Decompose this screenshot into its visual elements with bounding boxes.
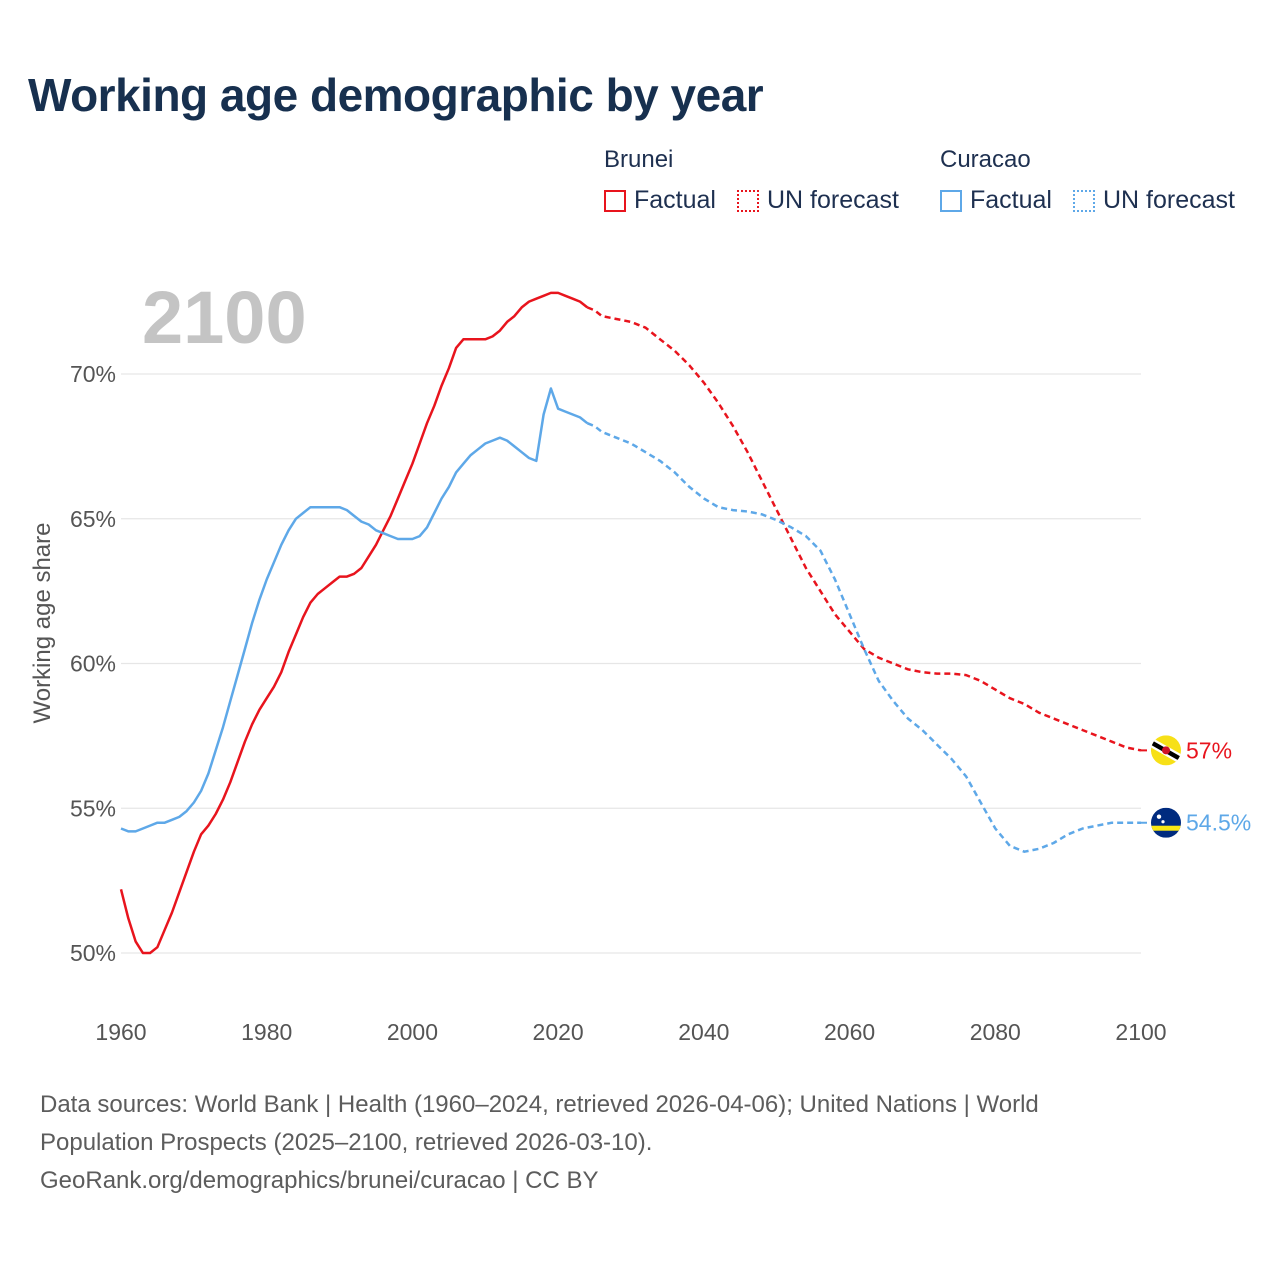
series-line-brunei-factual: [119, 291, 589, 955]
series-line-curacao-forecast: [586, 422, 1141, 853]
y-axis-label: Working age share: [29, 523, 56, 724]
legend-swatch-solid: [940, 189, 962, 212]
y-tick-label: 65%: [70, 506, 116, 532]
legend-label: Factual: [634, 186, 716, 214]
end-value-label-curacao: 54.5%: [1186, 810, 1251, 836]
series-line-brunei-forecast: [586, 306, 1142, 752]
x-tick-label: 2020: [533, 1019, 584, 1045]
footer-source-line-2: Population Prospects (2025–2100, retriev…: [40, 1129, 653, 1156]
legend-swatch-dotted: [1073, 189, 1095, 212]
legend-curacao-factual[interactable]: Factual: [940, 186, 1052, 215]
legend-label: UN forecast: [767, 186, 899, 214]
y-tick-label: 50%: [70, 940, 116, 966]
year-watermark: 2100: [142, 276, 307, 359]
x-axis: 1960 1980 2000 2020 2040 2060 2080 2100: [95, 1019, 1166, 1045]
legend-curacao-forecast[interactable]: UN forecast: [1073, 186, 1235, 215]
x-tick-label: 2060: [824, 1019, 875, 1045]
x-tick-label: 2080: [970, 1019, 1021, 1045]
y-tick-label: 60%: [70, 651, 116, 677]
end-value-label-brunei: 57%: [1186, 737, 1232, 763]
series-layer: [119, 291, 1142, 955]
x-tick-label: 2000: [387, 1019, 438, 1045]
y-axis: 50% 55% 60% 65% 70%: [70, 361, 116, 966]
footer: Data sources: World Bank | Health (1960–…: [40, 1086, 1220, 1200]
curacao-flag: [1151, 807, 1181, 838]
gridlines: [121, 373, 1141, 954]
y-tick-label: 70%: [70, 361, 116, 387]
legend-brunei-forecast[interactable]: UN forecast: [737, 186, 899, 215]
footer-source-line-1: Data sources: World Bank | Health (1960–…: [40, 1091, 1039, 1118]
x-tick-label: 1960: [95, 1019, 146, 1045]
line-chart: 2100 50% 55% 60% 65% 70% 1960 1980 2000 2020 204…: [29, 276, 1251, 1045]
x-tick-label: 2040: [678, 1019, 729, 1045]
brunei-flag: [1151, 735, 1181, 766]
end-markers: 57% 54.5%: [1141, 735, 1251, 838]
legend-swatch-dotted: [737, 189, 759, 212]
x-tick-label: 2100: [1115, 1019, 1166, 1045]
legend-group-curacao: Curacao: [940, 146, 1031, 173]
legend-label: UN forecast: [1103, 186, 1235, 214]
legend-brunei-factual[interactable]: Factual: [604, 186, 716, 215]
y-tick-label: 55%: [70, 795, 116, 821]
legend-label: Factual: [970, 186, 1052, 214]
x-tick-label: 1980: [241, 1019, 292, 1045]
legend-swatch-solid: [604, 189, 626, 212]
chart-title: Working age demographic by year: [28, 69, 764, 121]
series-line-curacao-factual: [120, 387, 589, 833]
legend-group-brunei: Brunei: [604, 146, 674, 173]
footer-attribution: GeoRank.org/demographics/brunei/curacao …: [40, 1167, 599, 1194]
